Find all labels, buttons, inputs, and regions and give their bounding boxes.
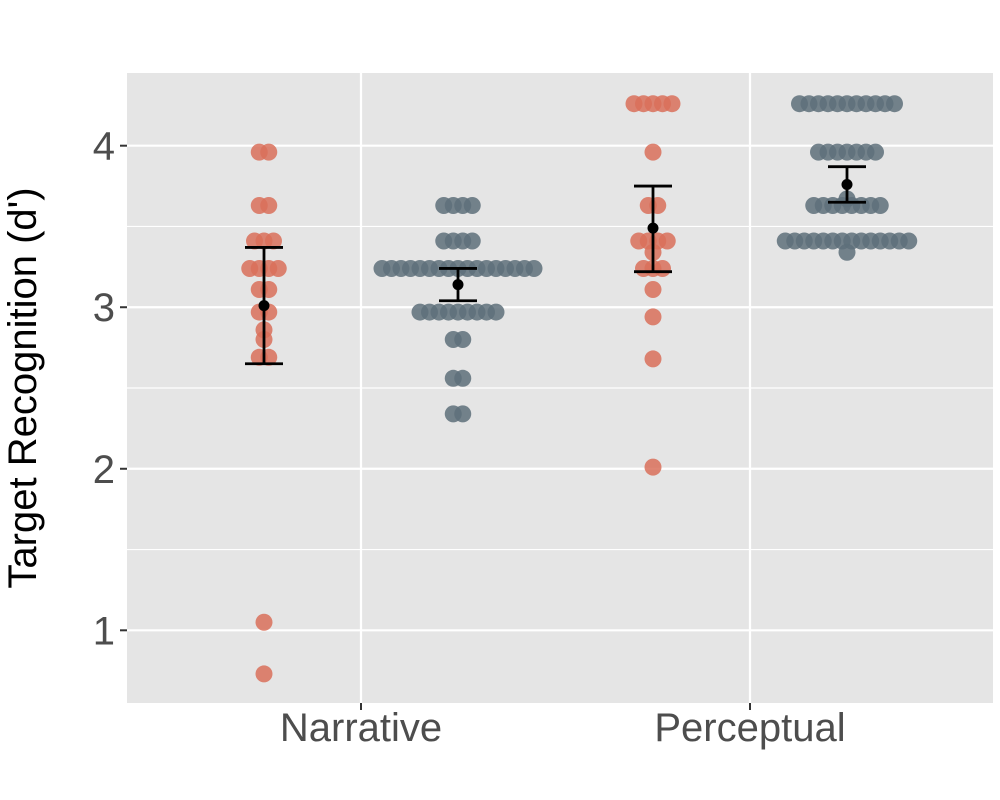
data-point: [900, 232, 918, 250]
y-tick-label: 2: [93, 448, 115, 492]
data-point: [525, 259, 543, 277]
data-points: [241, 95, 918, 683]
y-axis-title: Target Recognition (d'): [1, 187, 45, 588]
summary-marks: [245, 165, 866, 366]
axes: 1 2 3 4 Narrative Perceptual: [93, 125, 846, 750]
mean-point: [647, 222, 659, 234]
data-point: [663, 95, 681, 113]
data-point: [463, 196, 481, 214]
mean-point: [258, 300, 270, 312]
data-point: [260, 143, 278, 161]
data-point: [255, 665, 273, 683]
data-point: [886, 95, 903, 113]
data-point: [454, 369, 472, 387]
x-category-label: Narrative: [280, 706, 442, 750]
data-point: [644, 308, 662, 326]
data-point: [867, 143, 884, 161]
x-category-label: Perceptual: [654, 706, 845, 750]
data-point: [838, 243, 856, 261]
data-point: [260, 196, 278, 214]
data-point: [487, 303, 505, 321]
mean-point: [452, 279, 464, 291]
data-point: [644, 458, 662, 476]
y-tick-label: 4: [93, 125, 115, 169]
data-point: [265, 232, 282, 250]
mean-point: [841, 178, 853, 190]
data-point: [454, 405, 472, 423]
data-point: [644, 350, 662, 368]
data-point: [644, 280, 662, 298]
data-point: [644, 143, 662, 161]
data-point: [871, 196, 889, 214]
y-tick-label: 1: [93, 609, 115, 653]
data-point: [255, 613, 273, 631]
data-point: [463, 232, 481, 250]
data-point: [654, 259, 671, 277]
y-tick-label: 3: [93, 286, 115, 330]
data-point: [269, 259, 287, 277]
data-point: [658, 232, 676, 250]
data-point: [454, 331, 472, 349]
